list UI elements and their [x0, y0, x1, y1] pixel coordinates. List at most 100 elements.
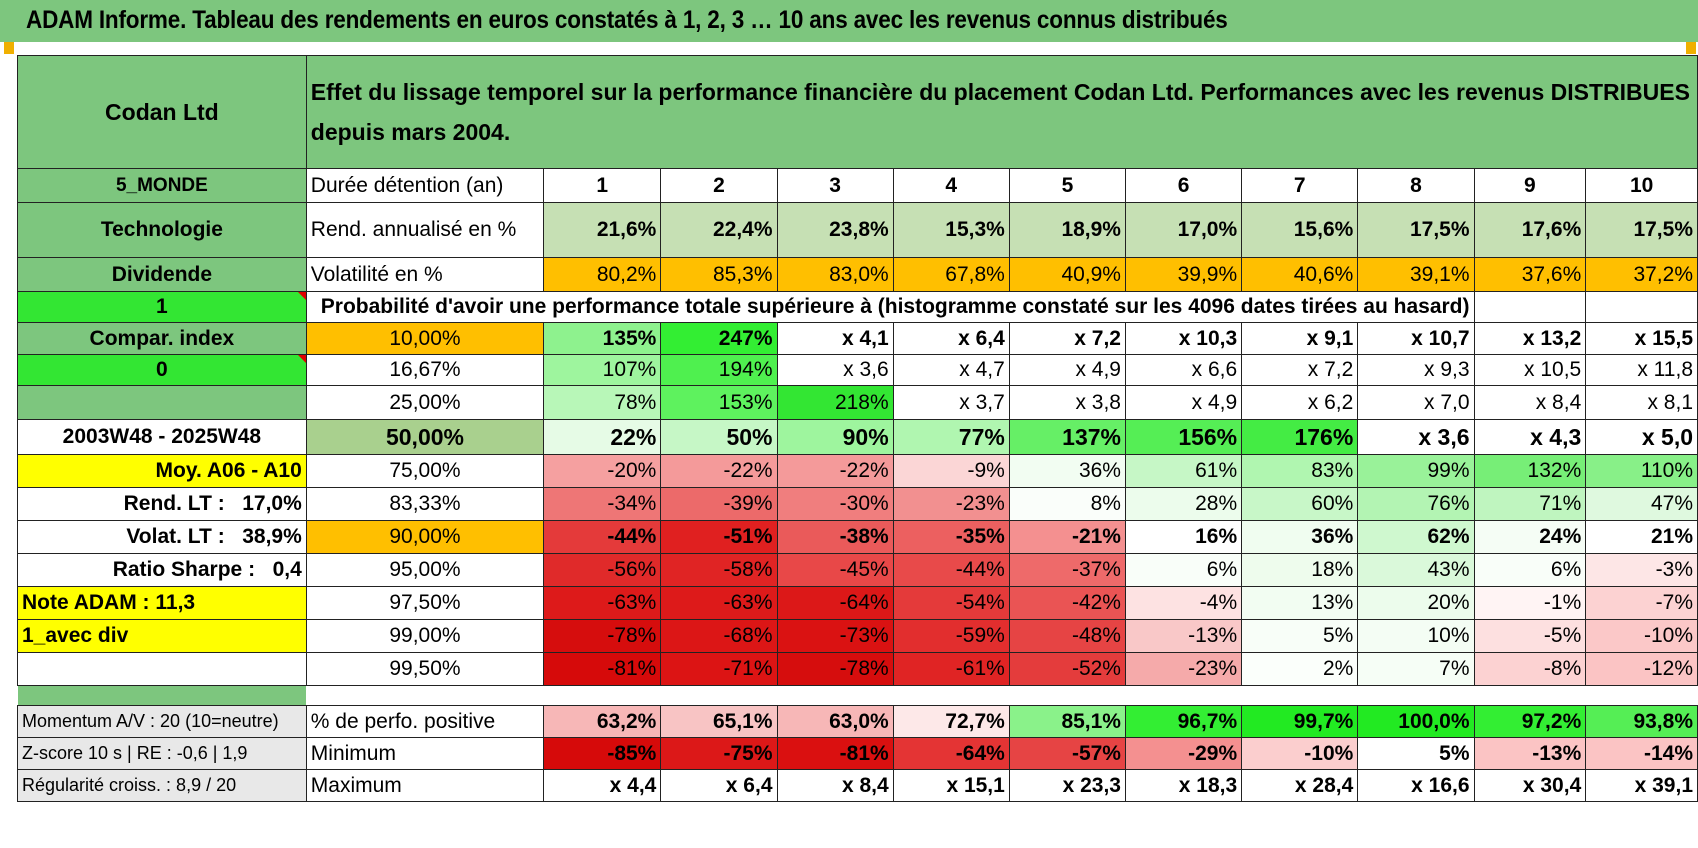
- prob-row: Compar. index 10,00% 135% 247% x 4,1 x 6,4 x 7…: [17, 322, 1698, 355]
- prob-value: -59%: [892, 619, 1010, 653]
- prob-value: -42%: [1008, 586, 1126, 620]
- prob-threshold: 83,33%: [305, 487, 545, 521]
- prob-value: x 4,1: [776, 322, 894, 355]
- report-title: ADAM Informe. Tableau des rendements en …: [26, 6, 1228, 34]
- row-marker: [1686, 42, 1696, 54]
- prob-value: 16%: [1124, 520, 1243, 554]
- prob-threshold: 75,00%: [305, 454, 545, 488]
- sharpe-value: 0,4: [272, 558, 302, 581]
- prob-value: x 9,3: [1357, 354, 1475, 386]
- prob-value: 8%: [1008, 487, 1126, 521]
- vol-value: 39,9%: [1124, 257, 1243, 292]
- prob-value: 7%: [1357, 652, 1475, 686]
- rend-value: 17,5%: [1585, 202, 1698, 258]
- pos-row: Momentum A/V : 20 (10=neutre)% de perfo.…: [17, 705, 1698, 738]
- prob-value: x 10,5: [1473, 354, 1587, 386]
- prob-value: 135%: [543, 322, 662, 355]
- empty-cell: [1473, 291, 1587, 323]
- prob-value: -1%: [1473, 586, 1587, 620]
- max-value: x 8,4: [776, 769, 894, 802]
- pos-value: 63,0%: [776, 705, 894, 738]
- prob-value: 21%: [1585, 520, 1698, 554]
- empty-cell: [1585, 291, 1698, 323]
- prob-value: x 6,6: [1124, 354, 1243, 386]
- prob-value: 22%: [543, 419, 662, 455]
- prob-value: -71%: [660, 652, 778, 686]
- prob-row: 2003W48 - 2025W48 50,00% 22% 50% 90% 77% 137% 1…: [17, 419, 1698, 455]
- proba-title: Probabilité d'avoir une performance tota…: [305, 291, 1475, 323]
- prob-value: x 3,8: [1008, 385, 1126, 420]
- prob-value: -78%: [776, 652, 894, 686]
- year-header: 1: [543, 168, 662, 203]
- prob-value: 218%: [776, 385, 894, 420]
- prob-threshold: 25,00%: [305, 385, 545, 420]
- rend-label: Rend. annualisé en %: [305, 202, 545, 258]
- rend-value: 17,5%: [1357, 202, 1475, 258]
- prob-value: 176%: [1241, 419, 1359, 455]
- avec-div: 1_avec div: [17, 619, 307, 653]
- prob-value: -5%: [1473, 619, 1587, 653]
- rend-lt-value: 17,0%: [242, 492, 302, 515]
- prob-value: x 5,0: [1585, 419, 1698, 455]
- period-label: 2003W48 - 2025W48: [17, 419, 307, 455]
- rend-lt-label: Rend. LT :: [123, 492, 225, 515]
- prob-value: -38%: [776, 520, 894, 554]
- spacer-cell: [306, 686, 543, 706]
- empty-green-cell: [17, 385, 307, 420]
- vol-value: 83,0%: [776, 257, 894, 292]
- min-value: 5%: [1357, 737, 1475, 770]
- prob-value: 78%: [543, 385, 662, 420]
- year-header: 9: [1473, 168, 1587, 203]
- prob-row: 0 16,67% 107% 194% x 3,6 x 4,7 x 4,9 x 6,6 x 7,2…: [17, 354, 1698, 386]
- table-title: Effet du lissage temporel sur la perform…: [305, 55, 1698, 169]
- prob-value: -7%: [1585, 586, 1698, 620]
- rend-value: 23,8%: [776, 202, 894, 258]
- rend-value: 15,6%: [1241, 202, 1359, 258]
- max-value: x 18,3: [1124, 769, 1243, 802]
- rend-value: 18,9%: [1008, 202, 1126, 258]
- title-row: Codan Ltd Effet du lissage temporel sur l…: [17, 55, 1698, 169]
- flag-zero: 0: [17, 354, 307, 386]
- prob-value: 137%: [1008, 419, 1126, 455]
- region-label: 5_MONDE: [17, 168, 307, 203]
- pos-value: 65,1%: [660, 705, 778, 738]
- vol-row: Dividende Volatilité en % 80,2% 85,3% 83,0% 6…: [17, 257, 1698, 292]
- prob-value: x 4,9: [1124, 385, 1243, 420]
- spacer-cell: [544, 686, 661, 706]
- prob-value: -63%: [543, 586, 662, 620]
- prob-value: 5%: [1241, 619, 1359, 653]
- prob-value: x 8,1: [1585, 385, 1698, 420]
- prob-value: -63%: [660, 586, 778, 620]
- year-header: 4: [892, 168, 1010, 203]
- prob-value: 6%: [1473, 553, 1587, 587]
- prob-value: x 13,2: [1473, 322, 1587, 355]
- prob-value: -48%: [1008, 619, 1126, 653]
- prob-value: x 7,2: [1241, 354, 1359, 386]
- max-value: x 39,1: [1585, 769, 1698, 802]
- prob-value: x 3,6: [1357, 419, 1475, 455]
- proba-title-row: 1 Probabilité d'avoir une performance tot…: [17, 291, 1698, 323]
- prob-value: -37%: [1008, 553, 1126, 587]
- prob-value: -81%: [543, 652, 662, 686]
- pos-value: 85,1%: [1008, 705, 1126, 738]
- min-row: Z-score 10 s | RE : -0,6 | 1,9 Minimum -85…: [17, 737, 1698, 770]
- rend-value: 17,6%: [1473, 202, 1587, 258]
- prob-value: -52%: [1008, 652, 1126, 686]
- year-header: 8: [1357, 168, 1475, 203]
- prob-value: 194%: [660, 354, 778, 386]
- note-adam: Note ADAM : 11,3: [17, 586, 307, 620]
- prob-value: x 3,7: [892, 385, 1010, 420]
- prob-threshold: 10,00%: [305, 322, 545, 355]
- prob-value: -54%: [892, 586, 1010, 620]
- prob-value: 18%: [1241, 553, 1359, 587]
- spacer-cell: [893, 686, 1009, 706]
- prob-row: 99,50% -81% -71% -78% -61% -52% -23% 2% 7% -8% -12…: [17, 652, 1698, 686]
- prob-value: -58%: [660, 553, 778, 587]
- min-value: -85%: [543, 737, 662, 770]
- rend-row: Technologie Rend. annualisé en % 21,6% 22,4…: [17, 202, 1698, 258]
- max-value: x 16,6: [1357, 769, 1475, 802]
- prob-value: 83%: [1241, 454, 1359, 488]
- rend-value: 21,6%: [543, 202, 662, 258]
- momentum-label: Momentum A/V : 20 (10=neutre): [17, 705, 307, 738]
- spacer-cell: [777, 686, 893, 706]
